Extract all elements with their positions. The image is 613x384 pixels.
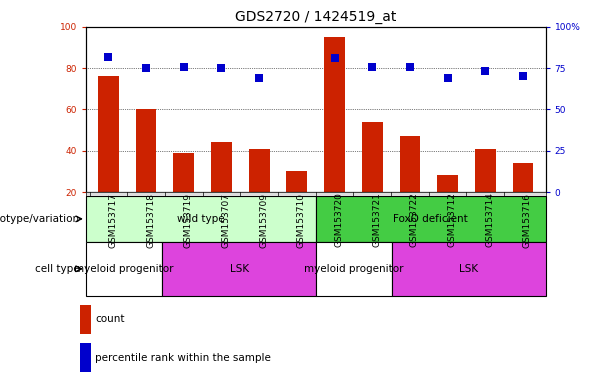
Text: GSM153718: GSM153718 [146, 193, 155, 248]
Bar [316, 242, 392, 296]
Text: FoxO deficient: FoxO deficient [394, 214, 468, 224]
Bar [475, 149, 496, 192]
Bar [162, 242, 316, 296]
Text: GSM153716: GSM153716 [523, 193, 532, 248]
Bar [98, 76, 119, 192]
Bar [80, 305, 91, 334]
Text: myeloid progenitor: myeloid progenitor [304, 264, 404, 274]
Text: count: count [95, 314, 124, 324]
Point [330, 55, 340, 61]
Point [216, 65, 226, 71]
Text: genotype/variation: genotype/variation [0, 214, 80, 224]
Text: GSM153709: GSM153709 [259, 193, 268, 248]
Title: GDS2720 / 1424519_at: GDS2720 / 1424519_at [235, 10, 397, 25]
Text: LSK: LSK [459, 264, 479, 274]
Bar [286, 171, 307, 192]
Text: cell type: cell type [35, 264, 80, 274]
Text: myeloid progenitor: myeloid progenitor [74, 264, 174, 274]
Text: GSM153719: GSM153719 [184, 193, 193, 248]
Text: GSM153717: GSM153717 [109, 193, 118, 248]
Point [405, 63, 415, 70]
Bar [400, 136, 421, 192]
Text: GSM153710: GSM153710 [297, 193, 306, 248]
Point [141, 65, 151, 71]
Text: GSM153720: GSM153720 [335, 193, 343, 247]
Bar [512, 163, 533, 192]
Bar [316, 196, 546, 242]
Point [179, 63, 189, 70]
Text: GSM153714: GSM153714 [485, 193, 494, 247]
Point [104, 53, 113, 60]
Bar [135, 109, 156, 192]
Bar [211, 142, 232, 192]
Text: wild type: wild type [177, 214, 224, 224]
Bar [80, 343, 91, 372]
Point [367, 63, 377, 70]
Text: GSM153721: GSM153721 [372, 193, 381, 247]
Text: GSM153722: GSM153722 [410, 193, 419, 247]
Bar [392, 242, 546, 296]
Text: GSM153707: GSM153707 [221, 193, 230, 248]
Text: percentile rank within the sample: percentile rank within the sample [95, 353, 271, 363]
Bar [86, 196, 316, 242]
Bar [249, 149, 270, 192]
Bar [86, 242, 162, 296]
Bar [362, 122, 383, 192]
Bar [437, 175, 458, 192]
Point [481, 68, 490, 74]
Point [443, 75, 452, 81]
Bar [173, 153, 194, 192]
Point [518, 73, 528, 79]
Text: LSK: LSK [229, 264, 249, 274]
Bar [324, 37, 345, 192]
Point [254, 75, 264, 81]
Text: GSM153712: GSM153712 [447, 193, 457, 247]
